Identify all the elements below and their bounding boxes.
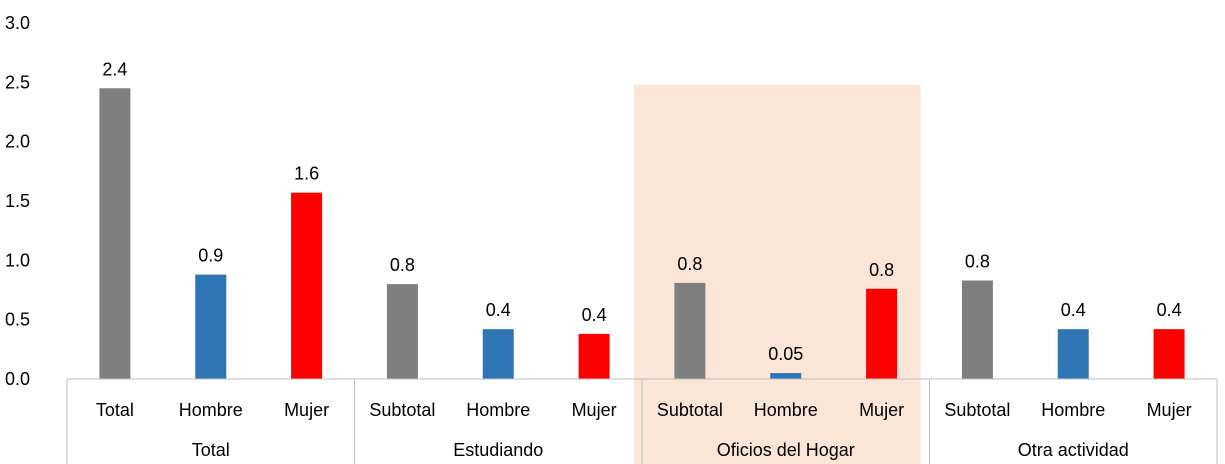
category-label: Hombre xyxy=(179,400,243,420)
highlight-band xyxy=(634,84,921,464)
bar xyxy=(482,329,514,379)
category-label: Subtotal xyxy=(657,400,723,420)
bar xyxy=(866,288,898,379)
bar xyxy=(578,333,610,379)
category-label: Mujer xyxy=(1147,400,1192,420)
category-label: Hombre xyxy=(754,400,818,420)
data-label: 0.05 xyxy=(768,344,803,364)
bar xyxy=(386,284,418,379)
category-label: Mujer xyxy=(859,400,904,420)
data-labels: 2.4 0.9 1.6 0.8 0.4 0.4 0.8 0.05 0.8 0.8 0.4 0.4 xyxy=(102,59,1181,364)
category-label: Mujer xyxy=(284,400,329,420)
bar xyxy=(674,282,706,379)
y-tick-label: 2.5 xyxy=(5,72,30,92)
data-label: 0.9 xyxy=(198,246,223,266)
bars xyxy=(99,88,1185,380)
data-label: 0.4 xyxy=(1061,300,1086,320)
y-tick-label: 3.0 xyxy=(5,13,30,33)
bar xyxy=(1153,329,1185,379)
group-label: Otra actividad xyxy=(1018,440,1129,460)
x-axis: Total Hombre Mujer Subtotal Hombre Mujer Subto… xyxy=(66,378,1218,464)
y-tick-label: 1.5 xyxy=(5,191,30,211)
y-tick-label: 1.0 xyxy=(5,250,30,270)
data-label: 1.6 xyxy=(294,164,319,184)
y-tick-label: 0.5 xyxy=(5,310,30,330)
data-label: 0.8 xyxy=(869,260,894,280)
group-label: Total xyxy=(192,440,230,460)
group-label: Estudiando xyxy=(453,440,543,460)
group-label: Oficios del Hogar xyxy=(717,440,855,460)
bar xyxy=(195,274,227,379)
bar xyxy=(1057,329,1089,379)
data-label: 0.4 xyxy=(582,305,607,325)
bar xyxy=(291,192,323,379)
category-label: Hombre xyxy=(466,400,530,420)
y-tick-label: 2.0 xyxy=(5,132,30,152)
category-label: Subtotal xyxy=(369,400,435,420)
y-tick-label: 0.0 xyxy=(5,369,30,389)
data-label: 0.8 xyxy=(390,255,415,275)
category-label: Mujer xyxy=(572,400,617,420)
y-axis: 0.0 0.5 1.0 1.5 2.0 2.5 3.0 xyxy=(5,13,30,389)
data-label: 0.8 xyxy=(677,254,702,274)
data-label: 0.4 xyxy=(1157,300,1182,320)
bar xyxy=(770,373,802,379)
highlight-layer xyxy=(634,84,921,464)
bar xyxy=(961,280,993,379)
data-label: 2.4 xyxy=(102,59,127,79)
category-label: Hombre xyxy=(1041,400,1105,420)
data-label: 0.8 xyxy=(965,252,990,272)
bar xyxy=(99,88,131,380)
category-label: Subtotal xyxy=(944,400,1010,420)
category-label: Total xyxy=(96,400,134,420)
data-label: 0.4 xyxy=(486,300,511,320)
